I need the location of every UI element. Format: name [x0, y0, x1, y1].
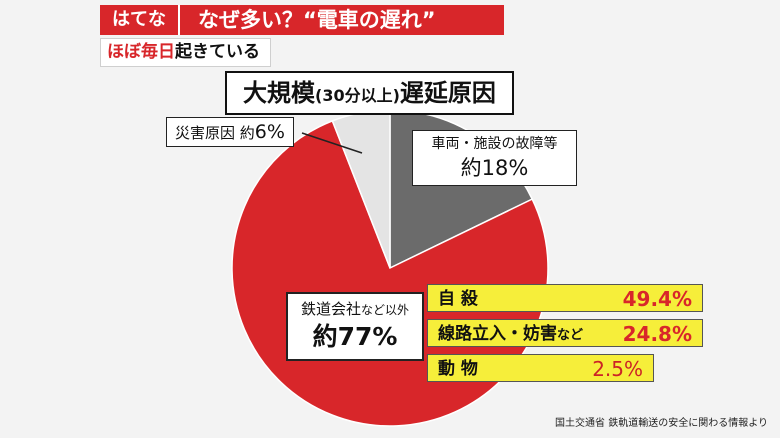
slice-value-disaster: 6% [254, 121, 285, 143]
breakdown-label: 線路立入・妨害など [438, 320, 583, 346]
breakdown-label-main: 線路立入・妨害 [438, 324, 557, 344]
chart-title-qualifier: (30分以上) [315, 86, 400, 105]
breakdown-value: 2.5% [592, 357, 643, 381]
disaster-leader-line [301, 132, 363, 154]
breakdown-row-suicide: 自 殺 49.4% [427, 284, 703, 312]
breakdown-row-trespass: 線路立入・妨害など 24.8% [427, 319, 703, 347]
slice-label-vehicle-facility: 車両・施設の故障等 約18% [412, 130, 577, 186]
slice-label-disaster: 災害原因 約6% [166, 117, 294, 147]
chart-title: 大規模(30分以上)遅延原因 [225, 71, 514, 115]
subheadline-highlight: ほぼ毎日 [107, 42, 175, 62]
slice-label-non-railway-main: 鉄道会社 [300, 300, 361, 318]
slice-label-vehicle-text: 車両・施設の故障等 [431, 136, 558, 152]
subheadline: ほぼ毎日起きている [100, 38, 271, 67]
slice-value-non-railway: 約77% [312, 322, 398, 351]
breakdown-label: 動 物 [438, 359, 478, 379]
source-note: 国土交通省 鉄軌道輸送の安全に関わる情報より [555, 418, 768, 429]
breakdown-row-animal: 動 物 2.5% [427, 354, 654, 382]
slice-label-disaster-text: 災害原因 約 [175, 124, 255, 142]
category-tag: はてな [100, 5, 180, 35]
chart-title-main: 大規模 [243, 79, 315, 107]
breakdown-label-small: など [557, 328, 584, 343]
breakdown-value: 49.4% [622, 287, 692, 311]
slice-label-non-railway-small: など以外 [361, 303, 410, 317]
slice-label-non-railway-text: 鉄道会社など以外 [288, 298, 422, 321]
breakdown-value: 24.8% [622, 322, 692, 346]
chart-title-tail: 遅延原因 [399, 79, 496, 107]
subheadline-rest: 起きている [175, 42, 260, 62]
breakdown-label: 自 殺 [438, 289, 478, 309]
slice-value-vehicle: 約18% [460, 156, 529, 180]
header-bar: はてな なぜ多い？“電車の遅れ” [100, 5, 504, 35]
headline: なぜ多い？“電車の遅れ” [180, 5, 504, 35]
slice-label-non-railway: 鉄道会社など以外 約77% [286, 292, 424, 361]
